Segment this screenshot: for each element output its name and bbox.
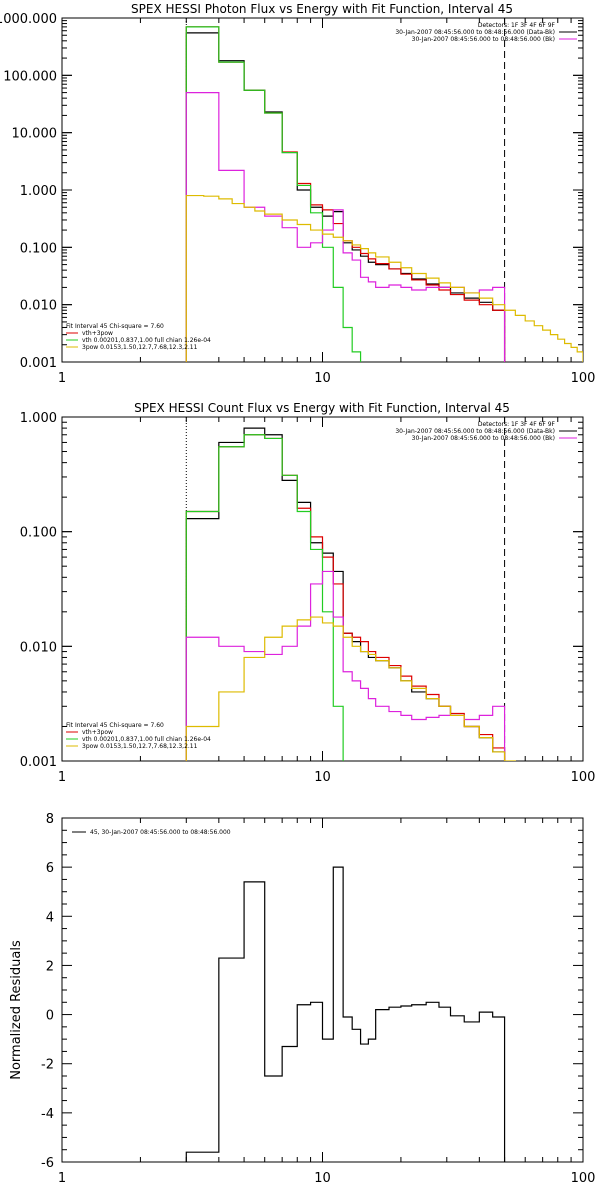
x-tick-label: 1 [58, 371, 66, 386]
x-tick-label: 10 [314, 770, 331, 785]
legend-top-entry: 30-Jan-2007 08:45:56.000 to 08:48:56.000… [412, 36, 555, 43]
legend-bottom-entry: 3pow 0.0153,1.50,12.7,7.68,12.3,2.11 [82, 743, 198, 750]
y-tick-label: 0.001 [20, 356, 57, 371]
panel-title: SPEX HESSI Photon Flux vs Energy with Fi… [131, 2, 513, 16]
x-tick-label: 10 [314, 371, 331, 386]
y-tick-label: 2 [46, 959, 54, 974]
legend-bottom-entry: 3pow 0.0153,1.50,12.7,7.68,12.3,2.11 [82, 344, 198, 351]
y-tick-label: 0.010 [20, 640, 57, 655]
panel-title: SPEX HESSI Count Flux vs Energy with Fit… [134, 401, 510, 415]
legend-bottom-entry: Fit Interval 45 Chi-square = 7.60 [66, 722, 164, 729]
legend-top-entry: Detectors: 1F 3F 4F 6F 9F [478, 22, 556, 29]
y-tick-label: 6 [46, 861, 54, 876]
y-tick-label: 8 [46, 812, 54, 827]
y-tick-label: 0.010 [20, 299, 57, 314]
series-yellow-line [185, 194, 583, 362]
legend-bottom-entry: vth 0.00201,0.837,1.00 full chian 1.26e-… [82, 337, 211, 344]
legend-bottom-entry: vth+3pow [82, 330, 113, 337]
legend-bottom-entry: Fit Interval 45 Chi-square = 7.60 [66, 323, 164, 330]
panel-count-flux: SPEX HESSI Count Flux vs Energy with Fit… [20, 401, 596, 785]
y-tick-label: 0.001 [20, 755, 57, 770]
series-red-line [185, 26, 506, 362]
panel-residuals: Normalized Residuals 1 10 100 8 6 4 2 0 -2 -4 -6 45… [9, 812, 595, 1186]
series-yellow-line [185, 616, 516, 761]
x-tick-label: 1 [58, 770, 66, 785]
y-tick-label: 0.100 [20, 526, 57, 541]
series-black-line [185, 866, 506, 1162]
legend-top-entry: 30-Jan-2007 08:45:56.000 to 08:48:56.000… [395, 428, 555, 435]
legend-top-entry: 30-Jan-2007 08:45:56.000 to 08:48:56.000… [412, 435, 555, 442]
y-tick-label: 1.000 [20, 184, 57, 199]
y-tick-label: -2 [41, 1058, 54, 1073]
x-tick-label: 100 [571, 371, 596, 386]
series-black-line [185, 32, 506, 362]
series-magenta-line [185, 570, 506, 761]
y-tick-label: 1.000 [20, 411, 57, 426]
y-tick-label: 0 [46, 1009, 54, 1024]
x-tick-label: 10 [314, 1171, 331, 1186]
x-tick-label: 100 [571, 1171, 596, 1186]
series-red-line [185, 434, 506, 761]
x-tick-label: 100 [571, 770, 596, 785]
legend-top-entry: 30-Jan-2007 08:45:56.000 to 08:48:56.000… [395, 29, 555, 36]
y-tick-label: 1000.000 [0, 12, 57, 27]
panel-photon-flux: SPEX HESSI Photon Flux vs Energy with Fi… [0, 2, 595, 386]
y-tick-label: 100.000 [3, 69, 57, 84]
series-magenta-line [185, 91, 506, 362]
y-tick-label: 0.100 [20, 241, 57, 256]
legend-bottom-entry: vth+3pow [82, 729, 113, 736]
y-axis-label: Normalized Residuals [9, 940, 24, 1080]
series-green-line [185, 434, 344, 761]
legend-bottom-entry: vth 0.00201,0.837,1.00 full chian 1.26e-… [82, 736, 211, 743]
series-green-line [185, 26, 362, 362]
legend-entry: 45, 30-Jan-2007 08:45:56.000 to 08:48:56… [90, 829, 231, 836]
y-tick-label: 10.000 [12, 127, 58, 142]
legend-top-entry: Detectors: 1F 3F 4F 6F 9F [478, 421, 556, 428]
y-tick-label: -4 [41, 1107, 54, 1122]
x-tick-label: 1 [58, 1171, 66, 1186]
y-tick-label: -6 [41, 1156, 54, 1171]
y-tick-label: 4 [46, 910, 54, 925]
